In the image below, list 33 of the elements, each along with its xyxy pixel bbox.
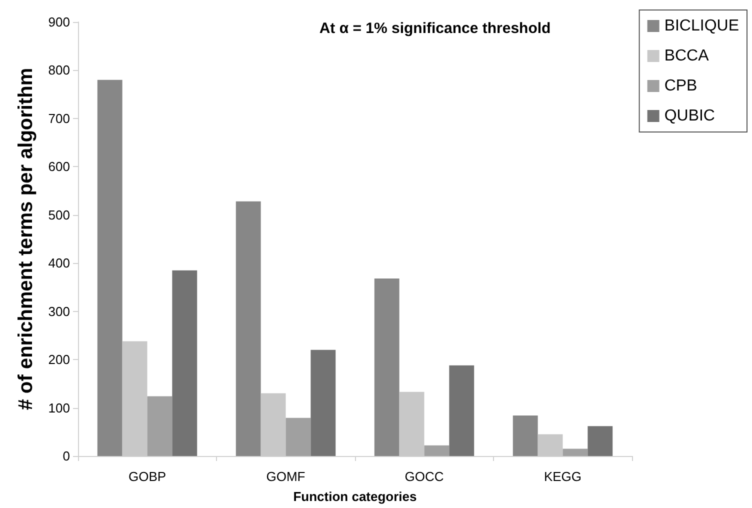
- x-tick-label: KEGG: [544, 469, 582, 484]
- bar: [588, 426, 613, 456]
- legend-label: QUBIC: [664, 108, 715, 124]
- bar: [236, 201, 261, 456]
- y-tick-label: 500: [48, 207, 70, 222]
- bar: [310, 350, 336, 456]
- bar: [374, 278, 400, 456]
- bar: [424, 445, 450, 456]
- bar: [147, 396, 172, 456]
- y-tick-label: 300: [48, 304, 70, 319]
- x-tick-label: GOBP: [128, 469, 166, 484]
- y-tick-label: 200: [48, 352, 70, 368]
- bar: [449, 365, 474, 456]
- bar: [286, 418, 311, 456]
- y-tick-label: 0: [62, 448, 70, 464]
- bar: [512, 415, 538, 456]
- y-tick-label: 100: [48, 400, 70, 416]
- y-tick-label: 800: [48, 62, 70, 78]
- legend-label: BCCA: [664, 48, 710, 64]
- bar: [562, 448, 588, 456]
- y-axis-title: # of enrichment terms per algorithm: [15, 68, 37, 410]
- chart-title: At α = 1% significance threshold: [319, 20, 551, 37]
- legend-label: CPB: [664, 78, 698, 94]
- bar: [172, 270, 198, 456]
- x-tick-label: GOMF: [266, 469, 306, 484]
- y-tick-label: 700: [48, 110, 70, 126]
- bar: [97, 80, 122, 456]
- x-axis-title: Function categories: [293, 489, 417, 504]
- legend-label: BICLIQUE: [664, 18, 739, 34]
- y-tick-label: 400: [48, 256, 70, 271]
- y-tick-label: 900: [48, 14, 70, 30]
- x-tick-label: GOCC: [404, 469, 444, 484]
- y-tick-label: 600: [48, 159, 70, 174]
